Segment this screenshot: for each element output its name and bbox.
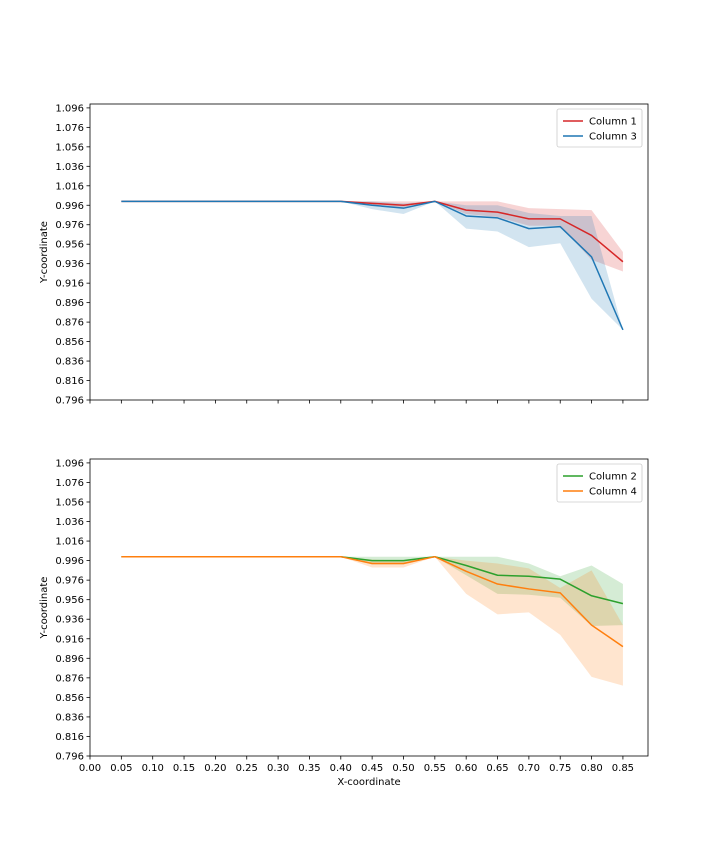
y-tick-label: 1.016 xyxy=(55,537,84,548)
legend-label-column-2: Column 2 xyxy=(589,472,637,483)
x-tick-label: 0.70 xyxy=(518,763,540,774)
y-axis-label: Y-coordinate xyxy=(39,221,50,284)
y-tick-label: 0.956 xyxy=(55,595,84,606)
x-tick-label: 0.60 xyxy=(455,763,477,774)
y-tick-label: 0.836 xyxy=(55,357,84,368)
x-tick-label: 0.75 xyxy=(549,763,571,774)
y-tick-label: 0.876 xyxy=(55,318,84,329)
x-tick-label: 0.05 xyxy=(110,763,132,774)
y-tick-label: 0.856 xyxy=(55,693,84,704)
y-tick-label: 0.976 xyxy=(55,576,84,587)
y-tick-label: 1.036 xyxy=(55,162,84,173)
plot-area xyxy=(90,104,648,400)
y-tick-label: 0.996 xyxy=(55,556,84,567)
x-tick-label: 0.45 xyxy=(361,763,383,774)
x-tick-label: 0.50 xyxy=(392,763,414,774)
x-tick-label: 0.85 xyxy=(612,763,634,774)
x-tick-label: 0.65 xyxy=(486,763,508,774)
plot-area xyxy=(90,459,648,756)
x-tick-label: 0.25 xyxy=(236,763,258,774)
y-tick-label: 0.796 xyxy=(55,396,84,407)
confidence-band-column-2 xyxy=(121,556,623,627)
confidence-band-column-4 xyxy=(121,556,623,686)
y-tick-label: 0.816 xyxy=(55,732,84,743)
series-line-column-3 xyxy=(121,200,624,331)
x-axis-label: X-coordinate xyxy=(337,777,400,788)
x-tick-label: 0.35 xyxy=(298,763,320,774)
y-tick-label: 0.936 xyxy=(55,259,84,270)
series-line-column-4 xyxy=(121,555,624,648)
series-line-column-1 xyxy=(121,200,624,263)
legend: Column 2 Column 4 xyxy=(556,463,643,503)
chart-2: 0.00 0.05 0.10 0.15 0.20 0.25 0.30 0.35 0.40 0.45… xyxy=(39,458,649,788)
legend-box xyxy=(556,108,643,148)
y-tick-label: 0.936 xyxy=(55,615,84,626)
y-tick-label: 1.016 xyxy=(55,181,84,192)
y-tick-label: 1.096 xyxy=(55,103,84,114)
y-tick-label: 1.036 xyxy=(55,517,84,528)
legend-label-column-1: Column 1 xyxy=(589,117,637,128)
legend-box xyxy=(556,463,643,503)
legend-label-column-3: Column 3 xyxy=(589,132,637,143)
y-tick-label: 0.836 xyxy=(55,712,84,723)
axes-frame xyxy=(89,458,649,757)
x-tick-label: 0.55 xyxy=(424,763,446,774)
y-tick-label: 0.896 xyxy=(55,298,84,309)
x-tick-label: 0.30 xyxy=(267,763,289,774)
y-tick-label: 0.996 xyxy=(55,201,84,212)
y-tick-label: 1.096 xyxy=(55,458,84,469)
y-tick-label: 1.076 xyxy=(55,123,84,134)
legend: Column 1 Column 3 xyxy=(556,108,643,148)
y-tick-label: 0.956 xyxy=(55,240,84,251)
y-tick-label: 0.896 xyxy=(55,654,84,665)
y-tick-label: 0.816 xyxy=(55,376,84,387)
series-line-column-2 xyxy=(121,555,624,605)
y-tick-label: 1.056 xyxy=(55,142,84,153)
y-tick-label: 0.916 xyxy=(55,279,84,290)
y-tick-label: 1.056 xyxy=(55,497,84,508)
y-tick-label: 0.856 xyxy=(55,337,84,348)
x-tick-label: 0.15 xyxy=(173,763,195,774)
x-tick-label: 0.40 xyxy=(330,763,352,774)
x-tick-label: 0.20 xyxy=(204,763,226,774)
x-tick-label: 0.80 xyxy=(580,763,602,774)
x-tick-label: 0.00 xyxy=(79,763,101,774)
y-tick-label: 0.916 xyxy=(55,634,84,645)
y-axis-label: Y-coordinate xyxy=(39,577,50,640)
x-tick-label: 0.10 xyxy=(142,763,164,774)
y-tick-label: 0.796 xyxy=(55,752,84,763)
y-tick-label: 0.876 xyxy=(55,673,84,684)
axes-frame xyxy=(89,103,649,401)
chart-1: 0.796 0.816 0.836 0.856 0.876 0.896 0.916 0.936… xyxy=(39,103,649,407)
y-tick-label: 0.976 xyxy=(55,220,84,231)
y-tick-label: 1.076 xyxy=(55,478,84,489)
legend-label-column-4: Column 4 xyxy=(589,487,637,498)
